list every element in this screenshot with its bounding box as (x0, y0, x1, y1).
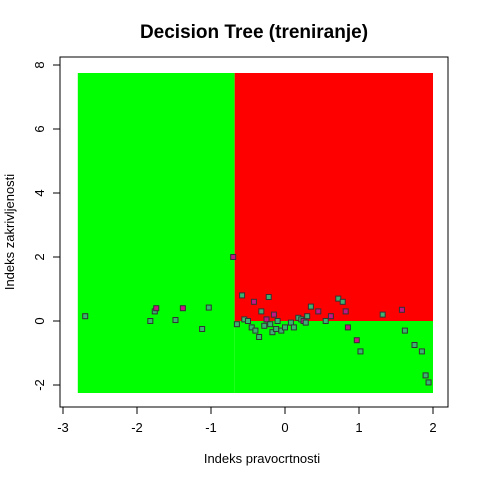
data-point-40 (339, 298, 346, 305)
x-tick-label: 2 (429, 420, 436, 435)
data-point-38 (327, 313, 334, 320)
data-point-22 (269, 329, 276, 336)
data-point-3 (153, 305, 160, 312)
data-point-44 (357, 348, 364, 355)
data-point-51 (425, 379, 432, 386)
data-point-13 (248, 324, 255, 331)
data-point-10 (239, 292, 246, 299)
x-tick-label: -1 (205, 420, 217, 435)
y-axis-label: Indeks zakrivljenosti (2, 174, 17, 290)
data-point-25 (274, 318, 281, 324)
data-point-0 (82, 313, 89, 320)
y-tick-label: -2 (32, 379, 47, 391)
data-point-39 (335, 295, 342, 302)
data-point-27 (282, 324, 288, 331)
data-point-17 (258, 308, 265, 315)
data-point-14 (250, 298, 257, 305)
data-point-42 (344, 324, 351, 331)
x-tick-label: 1 (355, 420, 362, 435)
data-point-19 (263, 316, 270, 323)
y-axis: -2 0 2 4 6 8 (32, 61, 61, 391)
data-point-35 (307, 303, 314, 310)
decision-regions (77, 73, 433, 393)
y-tick-label: 0 (32, 317, 47, 324)
decision-region-0 (77, 73, 235, 393)
data-point-47 (401, 327, 408, 334)
data-point-49 (418, 348, 425, 355)
data-point-28 (287, 319, 294, 326)
data-point-48 (411, 342, 418, 348)
x-tick-label: 0 (281, 420, 288, 435)
data-point-18 (261, 322, 268, 329)
data-point-50 (422, 372, 429, 379)
data-point-9 (233, 321, 240, 328)
data-point-12 (245, 318, 251, 324)
y-tick-label: 8 (32, 61, 47, 68)
y-tick-label: 4 (32, 189, 47, 196)
data-point-36 (315, 308, 322, 315)
data-points (82, 254, 432, 386)
data-point-7 (205, 304, 212, 311)
data-point-8 (230, 254, 237, 260)
chart-title: Decision Tree (treniranje) (140, 22, 368, 43)
x-tick-label: -2 (131, 420, 143, 435)
decision-region-1 (234, 73, 433, 321)
x-axis: -3 -2 -1 0 1 2 (57, 406, 437, 435)
data-point-29 (290, 324, 297, 331)
data-point-43 (353, 337, 360, 344)
data-point-41 (342, 308, 349, 315)
data-point-16 (256, 334, 263, 340)
data-point-26 (278, 327, 285, 334)
data-point-33 (302, 319, 309, 326)
data-point-24 (273, 326, 280, 332)
data-point-21 (267, 321, 274, 328)
x-axis-label: Indeks pravocrtnosti (204, 451, 320, 466)
data-point-20 (265, 294, 272, 300)
data-point-45 (379, 311, 386, 318)
y-tick-label: 6 (32, 125, 47, 132)
data-point-15 (252, 327, 259, 334)
data-point-37 (322, 318, 329, 324)
data-point-5 (179, 305, 186, 312)
data-point-23 (270, 311, 277, 318)
data-point-6 (199, 326, 206, 332)
data-point-46 (398, 306, 405, 313)
y-tick-label: 2 (32, 253, 47, 260)
x-tick-label: -3 (57, 420, 69, 435)
decision-region-2 (234, 321, 433, 393)
data-point-4 (172, 317, 179, 324)
data-point-1 (147, 318, 154, 324)
data-point-34 (304, 313, 311, 320)
